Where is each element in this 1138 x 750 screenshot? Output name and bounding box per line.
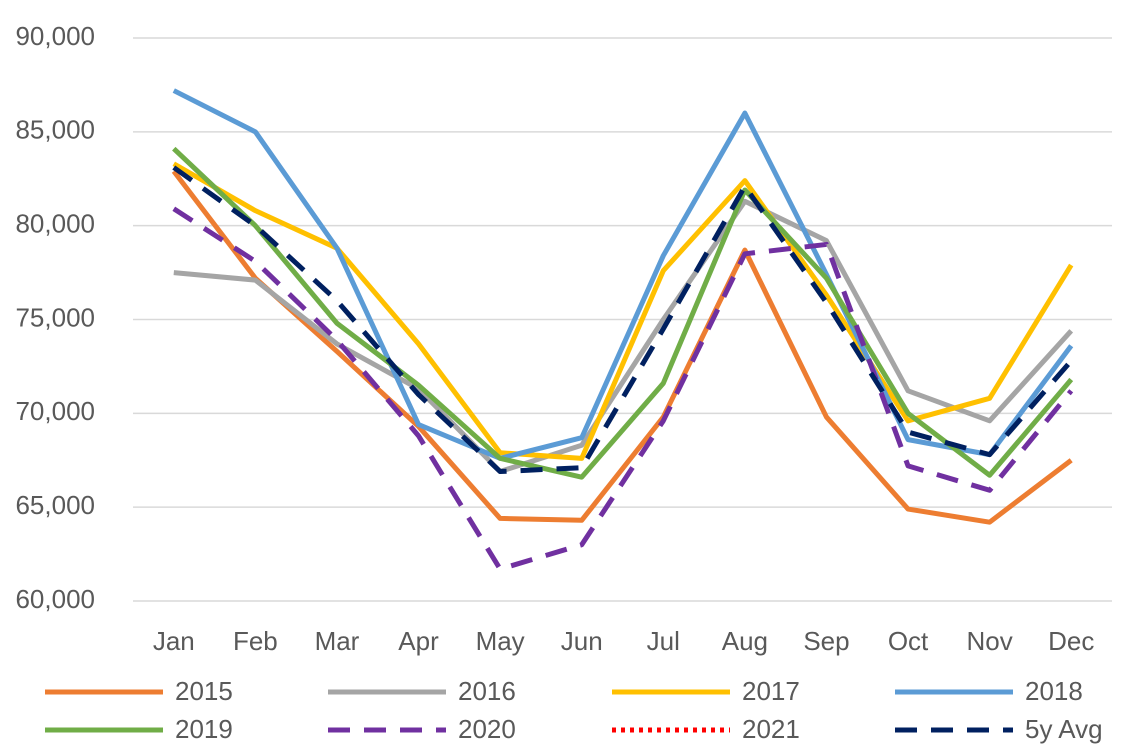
y-tick-label: 90,000 xyxy=(15,21,95,51)
legend-label: 2021 xyxy=(742,714,800,744)
x-tick-label: Jul xyxy=(647,626,680,656)
legend-label: 2016 xyxy=(458,676,516,706)
x-tick-label: Sep xyxy=(803,626,849,656)
x-tick-label: Apr xyxy=(398,626,439,656)
legend-label: 2018 xyxy=(1025,676,1083,706)
legend-label: 5y Avg xyxy=(1025,714,1103,744)
x-tick-label: May xyxy=(476,626,525,656)
x-tick-label: Mar xyxy=(315,626,360,656)
legend-label: 2020 xyxy=(458,714,516,744)
x-tick-label: Nov xyxy=(967,626,1013,656)
series-line xyxy=(172,88,1074,461)
y-tick-label: 65,000 xyxy=(15,490,95,520)
y-tick-label: 85,000 xyxy=(15,115,95,145)
x-tick-label: Feb xyxy=(233,626,278,656)
x-tick-label: Oct xyxy=(888,626,929,656)
x-tick-label: Jun xyxy=(561,626,603,656)
y-tick-label: 70,000 xyxy=(15,396,95,426)
series-line xyxy=(172,161,1074,461)
legend-label: 2015 xyxy=(175,676,233,706)
x-tick-label: Aug xyxy=(722,626,768,656)
series-line xyxy=(172,146,1074,480)
series-line xyxy=(172,165,1074,475)
y-tick-label: 75,000 xyxy=(15,302,95,332)
legend-label: 2017 xyxy=(742,676,800,706)
y-tick-label: 60,000 xyxy=(15,584,95,614)
legend-label: 2019 xyxy=(175,714,233,744)
series-line xyxy=(172,206,1074,572)
x-tick-label: Jan xyxy=(153,626,195,656)
y-tick-label: 80,000 xyxy=(15,209,95,239)
x-tick-label: Dec xyxy=(1048,626,1094,656)
series-line xyxy=(171,169,1073,525)
series-line xyxy=(173,198,1074,475)
